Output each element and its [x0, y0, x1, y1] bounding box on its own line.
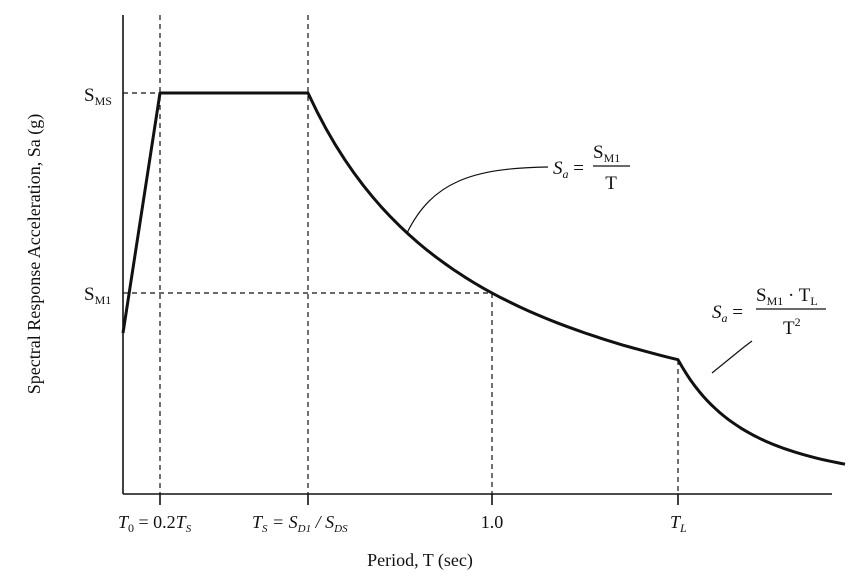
y-tick-label-sm1: SM1 [84, 284, 111, 307]
x-tick-marks [159, 494, 679, 505]
annotation-eq-2: Sa = SM1 · TL T2 [712, 285, 826, 339]
guide-lines [123, 15, 679, 494]
svg-text:Sa =: Sa = [553, 158, 584, 181]
annotation-eq-1: Sa = SM1 T [553, 142, 630, 194]
annotation-leader-1 [406, 166, 549, 234]
svg-text:T: T [605, 173, 617, 194]
spectrum-curve [121, 91, 846, 466]
x-tick-label-tl: TL [670, 512, 687, 535]
svg-text:SM1: SM1 [593, 142, 620, 165]
svg-text:SM1 · TL: SM1 · TL [756, 285, 818, 308]
x-tick-label-t0: T0 = 0.2TS [118, 512, 192, 535]
annotation-leader-2 [711, 340, 753, 374]
x-tick-label-one: 1.0 [481, 512, 504, 532]
svg-text:T2: T2 [783, 315, 801, 339]
svg-text:Sa =: Sa = [712, 302, 743, 325]
y-tick-label-sms: SMS [84, 85, 112, 108]
y-axis-title: Spectral Response Acceleration, Sa (g) [24, 114, 45, 394]
x-tick-label-ts: TS = SD1 / SDS [252, 512, 348, 535]
x-axis-title: Period, T (sec) [367, 550, 473, 571]
